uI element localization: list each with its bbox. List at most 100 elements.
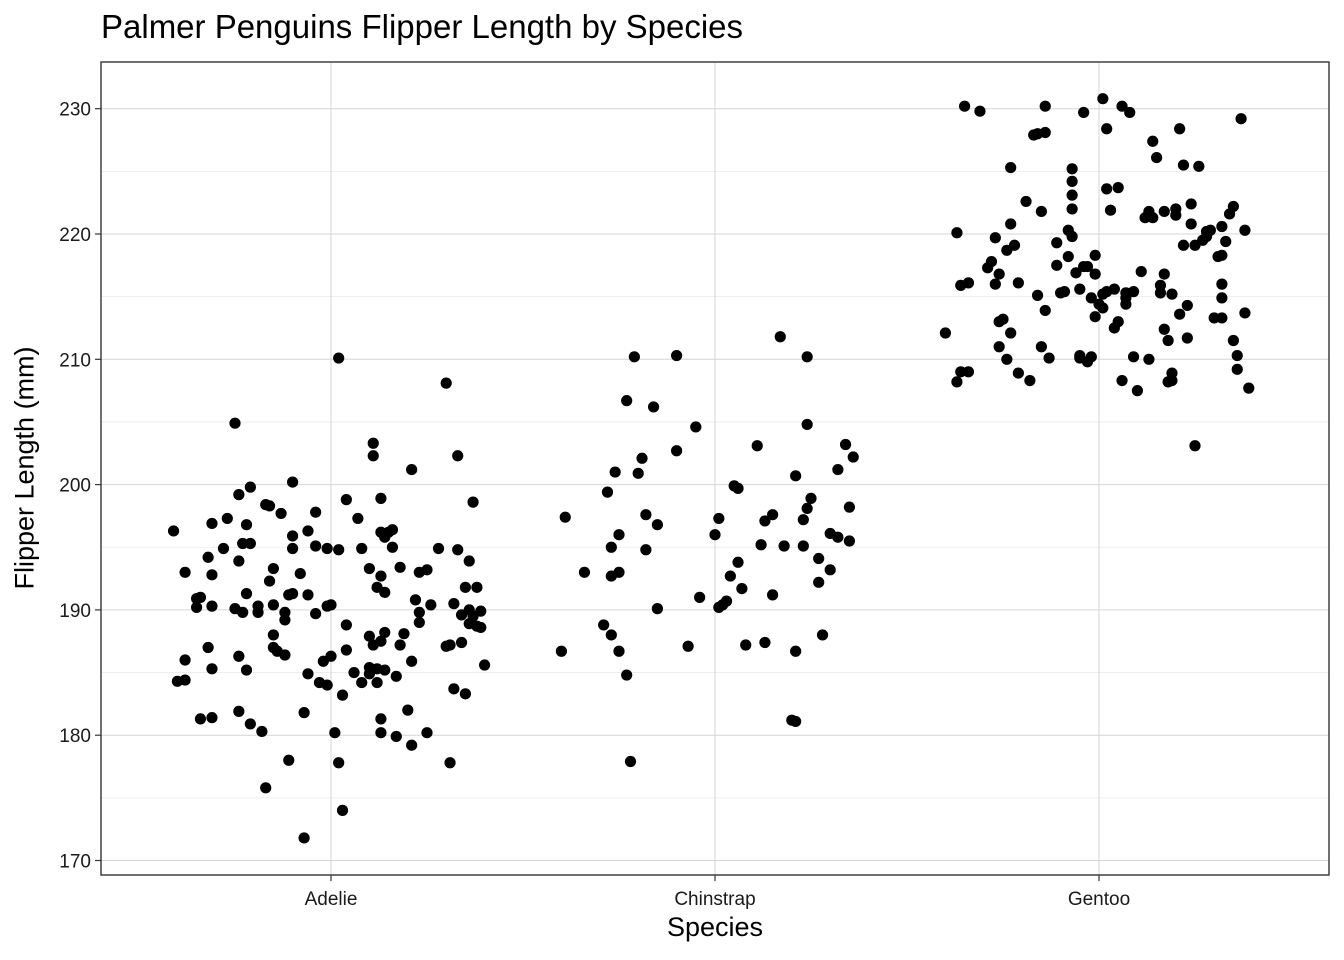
data-point-adelie [244, 537, 256, 550]
data-point-adelie [375, 492, 387, 504]
data-point-gentoo [1127, 286, 1140, 298]
data-point-adelie [432, 542, 445, 555]
data-point-adelie [379, 586, 391, 598]
data-point-gentoo [1216, 312, 1228, 324]
data-point-gentoo [951, 376, 963, 388]
data-point-chinstrap [759, 636, 771, 649]
data-point-adelie [444, 757, 456, 769]
data-point-gentoo [959, 100, 971, 112]
data-point-adelie [310, 506, 322, 518]
data-point-gentoo [1001, 353, 1013, 365]
y-tick-label: 170 [59, 852, 91, 873]
y-tick-label: 220 [59, 225, 91, 246]
data-point-gentoo [1124, 106, 1136, 119]
data-point-gentoo [1085, 351, 1097, 363]
data-point-adelie [336, 689, 349, 701]
data-point-chinstrap [736, 582, 748, 595]
data-point-adelie [340, 494, 352, 506]
data-point-adelie [406, 655, 418, 667]
data-point-gentoo [1193, 160, 1205, 172]
data-point-chinstrap [624, 755, 637, 768]
data-point-adelie [371, 676, 383, 689]
data-point-adelie [421, 727, 433, 739]
data-point-gentoo [1005, 327, 1017, 339]
data-point-adelie [448, 598, 460, 610]
data-point-gentoo [1158, 323, 1170, 335]
data-point-adelie [298, 832, 310, 844]
data-point-gentoo [1220, 235, 1232, 248]
data-point-gentoo [939, 327, 952, 339]
data-point-gentoo [1008, 239, 1021, 251]
data-point-chinstrap [651, 603, 664, 615]
data-point-chinstrap [843, 535, 856, 547]
data-point-chinstrap [751, 440, 763, 452]
data-point-gentoo [1227, 200, 1239, 213]
data-point-gentoo [1147, 135, 1159, 147]
data-point-gentoo [1062, 250, 1074, 263]
data-point-adelie [275, 507, 287, 520]
data-point-adelie [375, 713, 387, 725]
data-point-chinstrap [790, 645, 802, 657]
data-point-chinstrap [801, 418, 813, 431]
data-point-gentoo [1066, 230, 1078, 243]
data-point-gentoo [1070, 267, 1082, 279]
data-point-adelie [267, 629, 279, 641]
data-point-adelie [471, 581, 483, 593]
data-point-adelie [475, 621, 487, 634]
data-point-gentoo [1143, 353, 1155, 365]
data-point-adelie [244, 718, 256, 730]
data-point-adelie [455, 636, 468, 649]
data-point-adelie [394, 561, 406, 573]
data-point-adelie [321, 542, 333, 555]
data-point-adelie [279, 606, 291, 619]
data-point-adelie [375, 727, 387, 739]
data-point-chinstrap [813, 552, 825, 565]
data-point-gentoo [1120, 298, 1132, 310]
data-point-gentoo [1158, 205, 1170, 218]
data-point-adelie [398, 628, 410, 640]
data-point-chinstrap [767, 589, 779, 601]
data-point-chinstrap [598, 619, 610, 631]
data-point-adelie [302, 589, 314, 601]
data-point-adelie [425, 599, 437, 611]
data-point-adelie [263, 500, 276, 512]
data-point-gentoo [1005, 218, 1017, 230]
data-point-gentoo [1012, 367, 1024, 379]
data-point-chinstrap [601, 486, 614, 498]
y-tick-label: 180 [59, 726, 91, 747]
data-point-gentoo [1108, 283, 1120, 295]
data-point-adelie [233, 555, 245, 567]
data-point-adelie [363, 630, 375, 642]
data-point-gentoo [1162, 334, 1174, 347]
data-point-gentoo [1243, 382, 1255, 394]
data-point-gentoo [1074, 283, 1086, 295]
data-point-chinstrap [767, 509, 779, 521]
data-point-adelie [356, 542, 368, 555]
data-point-adelie [367, 437, 379, 449]
data-point-gentoo [1051, 237, 1063, 249]
data-point-adelie [287, 542, 299, 555]
data-point-gentoo [1151, 151, 1163, 164]
data-point-gentoo [1112, 182, 1124, 194]
data-point-gentoo [1085, 292, 1097, 304]
data-point-adelie [221, 512, 233, 525]
data-point-adelie [452, 450, 464, 462]
data-point-gentoo [1024, 375, 1036, 387]
data-point-chinstrap [605, 541, 617, 553]
data-point-adelie [409, 594, 422, 606]
data-point-chinstrap [632, 467, 644, 479]
data-point-gentoo [1174, 123, 1186, 135]
data-point-adelie [260, 782, 272, 794]
data-point-gentoo [1147, 212, 1159, 224]
data-point-adelie [363, 562, 375, 575]
data-point-gentoo [1204, 224, 1216, 236]
data-point-chinstrap [555, 645, 568, 657]
data-point-adelie [394, 639, 406, 651]
data-point-chinstrap [790, 470, 802, 482]
data-point-adelie [467, 496, 479, 508]
data-point-gentoo [1135, 265, 1147, 278]
data-point-adelie [302, 668, 314, 680]
data-point-adelie [479, 659, 491, 671]
data-point-adelie [386, 541, 399, 553]
